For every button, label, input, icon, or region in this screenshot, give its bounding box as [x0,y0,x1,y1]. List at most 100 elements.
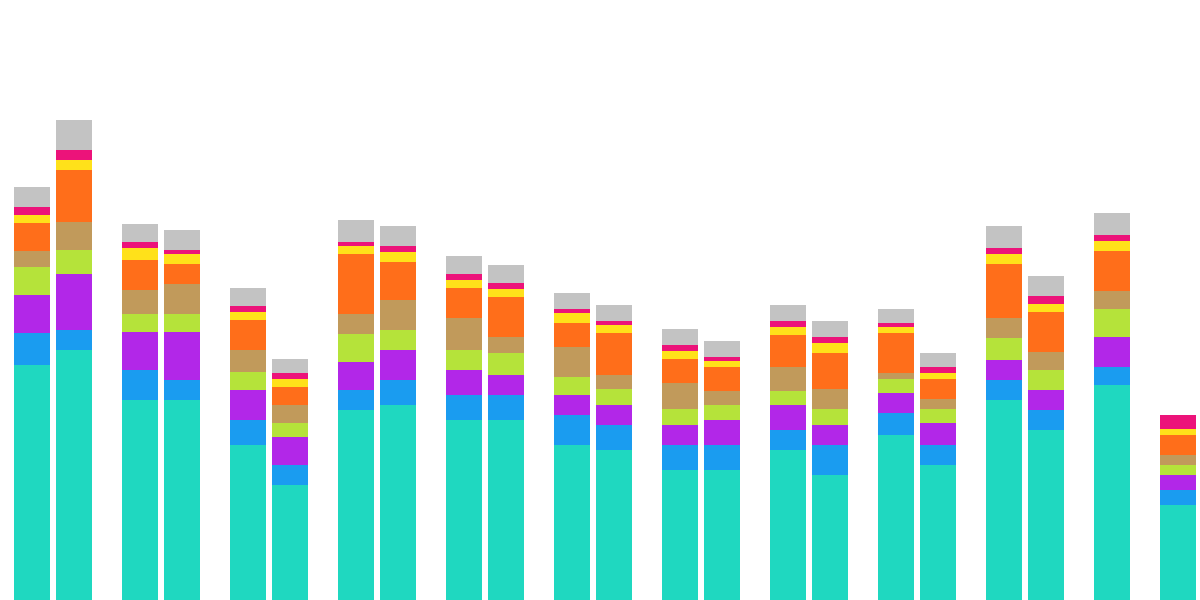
bar-segment [704,420,740,445]
bar-segment [920,465,956,600]
bar-segment [812,425,848,445]
bar-segment [770,391,806,405]
bar-segment [338,246,374,254]
bar-segment [446,256,482,274]
bar-segment [1094,337,1130,367]
bar [812,321,848,600]
bar-segment [704,391,740,405]
bar-segment [1028,430,1064,600]
bar-segment [488,375,524,395]
bar-segment [338,362,374,390]
bar [920,353,956,600]
bar-segment [1028,312,1064,352]
bar-segment [446,420,482,600]
bar-segment [14,215,50,223]
bar-segment [812,389,848,409]
bar-segment [596,305,632,321]
bar [122,224,158,600]
bar-segment [878,333,914,373]
bar-segment [380,350,416,380]
bar [56,120,92,600]
bar-segment [986,400,1022,600]
bar-segment [812,343,848,353]
bar-segment [446,318,482,350]
bar-segment [56,160,92,170]
bar-segment [380,226,416,246]
bar-segment [1094,291,1130,309]
stacked-bar-chart [0,0,1200,600]
bar-segment [56,330,92,350]
bar-segment [662,445,698,470]
bar-segment [596,425,632,450]
bar-segment [164,314,200,332]
bar [338,220,374,600]
bar-segment [338,220,374,242]
bar-segment [770,305,806,321]
bar-segment [380,380,416,405]
bar-segment [230,312,266,320]
bar-segment [164,400,200,600]
bar-segment [812,321,848,337]
bar-segment [920,409,956,423]
bar [446,256,482,600]
bar-segment [488,289,524,297]
bar-segment [812,409,848,425]
bar-segment [878,413,914,435]
bar-segment [14,295,50,333]
bar-segment [662,409,698,425]
bar-segment [920,379,956,399]
bar-segment [272,387,308,405]
bar [164,230,200,600]
bar-segment [986,226,1022,248]
bar-segment [1094,385,1130,600]
bar-segment [878,435,914,600]
bar-segment [770,327,806,335]
bar-segment [704,367,740,391]
bar-segment [272,379,308,387]
bar-segment [56,120,92,150]
bar-segment [554,347,590,377]
bar-segment [662,351,698,359]
bar [662,329,698,600]
bar [596,305,632,600]
bar-segment [380,252,416,262]
bar-segment [770,335,806,367]
bar-segment [488,337,524,353]
bar-segment [272,465,308,485]
bar [554,293,590,600]
bar-segment [446,370,482,395]
bar-segment [56,250,92,274]
bar-segment [14,223,50,251]
bar-segment [704,405,740,420]
bar-segment [986,264,1022,318]
bar [1028,276,1064,600]
bar-segment [488,265,524,283]
bar [704,341,740,600]
bar-segment [230,390,266,420]
bar-segment [122,332,158,370]
bar-segment [338,254,374,314]
bar-segment [164,230,200,250]
bar-segment [488,420,524,600]
bar-segment [770,367,806,391]
bar-segment [1028,276,1064,296]
bar-segment [986,338,1022,360]
bar-segment [986,380,1022,400]
bar-segment [122,370,158,400]
bar-segment [554,395,590,415]
bar-segment [56,170,92,222]
bar-segment [164,284,200,314]
bar-segment [488,353,524,375]
bar-segment [920,353,956,367]
bar-segment [446,395,482,420]
bar-segment [338,410,374,600]
bar-segment [596,325,632,333]
bar [14,187,50,600]
bar-segment [1028,296,1064,304]
bar-segment [662,329,698,345]
bar-segment [380,330,416,350]
bar-segment [1160,455,1196,465]
bar [878,309,914,600]
bar-segment [488,395,524,420]
bar-segment [986,254,1022,264]
